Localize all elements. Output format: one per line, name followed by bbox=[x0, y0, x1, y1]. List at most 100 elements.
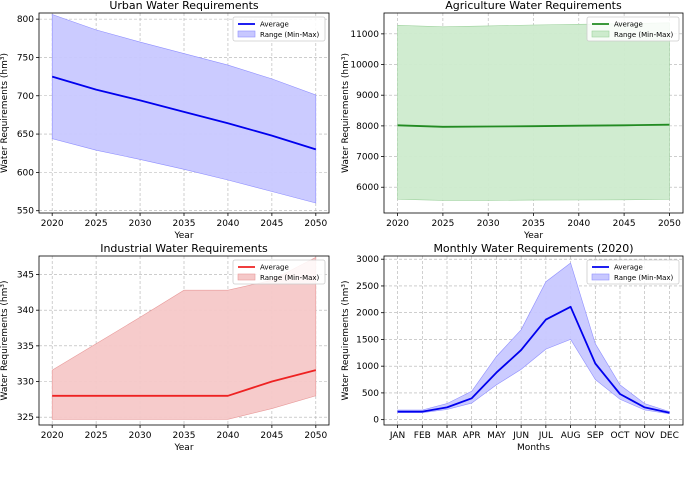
monthly-y-tick-label: 3000 bbox=[356, 255, 379, 265]
urban-y-tick-label: 750 bbox=[17, 53, 34, 63]
monthly-chart: JAN FEB MAR APR MAY JUN JUL AUG SEP OCT NOV DEC 0 500… bbox=[341, 242, 684, 453]
agriculture-x-tick-label: 2020 bbox=[386, 219, 409, 229]
monthly-x-tick-label: FEB bbox=[414, 431, 431, 441]
urban-x-tick-label: 2025 bbox=[85, 219, 108, 229]
monthly-legend-range: Range (Min-Max) bbox=[614, 274, 674, 282]
urban-x-axis-label: Year bbox=[173, 231, 193, 241]
industrial-x-tick-label: 2030 bbox=[129, 431, 152, 441]
agriculture-legend-range: Range (Min-Max) bbox=[614, 31, 674, 39]
urban-x-tick-label: 2050 bbox=[304, 219, 327, 229]
industrial-chart-title: Industrial Water Requirements bbox=[100, 242, 268, 255]
urban-y-tick-label: 650 bbox=[17, 130, 34, 140]
monthly-x-tick-label: SEP bbox=[587, 431, 604, 441]
monthly-x-tick-label: MAR bbox=[437, 431, 457, 441]
urban-legend-box bbox=[232, 16, 326, 42]
agriculture-x-tick-label: 2040 bbox=[567, 219, 590, 229]
agriculture-y-axis-label: Water Requirements (hm³) bbox=[341, 53, 351, 173]
urban-x-tick-label: 2035 bbox=[173, 219, 196, 229]
urban-legend-band-swatch bbox=[237, 30, 256, 38]
agriculture-legend: Average Range (Min-Max) bbox=[586, 16, 680, 42]
monthly-legend-box bbox=[586, 259, 680, 285]
industrial-average-line bbox=[52, 369, 317, 397]
agriculture-y-tick-label: 8000 bbox=[356, 122, 379, 132]
monthly-x-tick-label: OCT bbox=[611, 431, 630, 441]
urban-x-tick-label: 2045 bbox=[260, 219, 283, 229]
agriculture-x-tick-label: 2045 bbox=[613, 219, 636, 229]
monthly-x-tick-label: DEC bbox=[660, 431, 679, 441]
agriculture-x-tick-label: 2050 bbox=[658, 219, 681, 229]
urban-x-tick-label: 2040 bbox=[216, 219, 239, 229]
monthly-legend-average: Average bbox=[614, 264, 643, 272]
monthly-range-band bbox=[397, 262, 670, 415]
monthly-average-line bbox=[397, 305, 670, 414]
urban-y-tick-label: 600 bbox=[17, 168, 34, 178]
industrial-legend-box bbox=[232, 259, 326, 285]
industrial-range-band bbox=[51, 256, 317, 420]
agriculture-x-axis-label: Year bbox=[523, 231, 543, 241]
monthly-legend: Average Range (Min-Max) bbox=[586, 259, 680, 285]
monthly-x-tick-label: JUL bbox=[538, 431, 553, 441]
urban-legend-range: Range (Min-Max) bbox=[260, 31, 320, 39]
agriculture-legend-band-swatch bbox=[591, 30, 610, 38]
agriculture-y-tick-label: 6000 bbox=[356, 183, 379, 193]
agriculture-chart-title: Agriculture Water Requirements bbox=[445, 0, 622, 12]
agriculture-chart: 2020 2025 2030 2035 2040 2045 2050 6000 7000 8000… bbox=[341, 0, 684, 241]
agriculture-y-tick-label: 10000 bbox=[350, 61, 379, 71]
urban-legend: Average Range (Min-Max) bbox=[232, 16, 326, 42]
agriculture-y-tick-label: 7000 bbox=[356, 153, 379, 163]
monthly-x-axis-label: Months bbox=[517, 443, 550, 453]
agriculture-average-line bbox=[397, 123, 670, 128]
agriculture-x-tick-label: 2030 bbox=[477, 219, 500, 229]
monthly-x-tick-label: APR bbox=[463, 431, 481, 441]
monthly-y-tick-label: 1000 bbox=[356, 362, 379, 372]
industrial-x-tick-label: 2045 bbox=[260, 431, 283, 441]
agriculture-y-tick-label: 11000 bbox=[350, 30, 379, 40]
monthly-x-tick-label: NOV bbox=[635, 431, 656, 441]
urban-chart-title: Urban Water Requirements bbox=[109, 0, 259, 12]
urban-average-line bbox=[51, 75, 317, 151]
monthly-legend-band-swatch bbox=[591, 273, 610, 281]
monthly-y-tick-label: 0 bbox=[373, 416, 379, 426]
industrial-y-tick-label: 340 bbox=[17, 306, 34, 316]
monthly-y-tick-label: 1500 bbox=[356, 335, 379, 345]
industrial-x-axis-label: Year bbox=[173, 443, 193, 453]
industrial-legend-band-swatch bbox=[237, 273, 256, 281]
urban-y-tick-label: 800 bbox=[17, 15, 34, 25]
agriculture-legend-average: Average bbox=[614, 21, 643, 29]
urban-y-tick-label: 550 bbox=[17, 207, 34, 217]
industrial-legend: Average Range (Min-Max) bbox=[232, 259, 326, 285]
urban-x-tick-label: 2030 bbox=[129, 219, 152, 229]
monthly-y-axis-label: Water Requirements (hm³) bbox=[341, 281, 351, 401]
industrial-x-tick-label: 2050 bbox=[304, 431, 327, 441]
urban-chart: 2020 2025 2030 2035 2040 2045 2050 550 600 650 700… bbox=[0, 0, 330, 241]
industrial-x-tick-label: 2020 bbox=[41, 431, 64, 441]
agriculture-x-tick-label: 2035 bbox=[522, 219, 545, 229]
agriculture-x-tick-label: 2025 bbox=[431, 219, 454, 229]
urban-y-tick-label: 700 bbox=[17, 92, 34, 102]
monthly-chart-title: Monthly Water Requirements (2020) bbox=[433, 242, 633, 255]
monthly-x-tick-label: JAN bbox=[389, 431, 405, 441]
urban-legend-average: Average bbox=[260, 21, 289, 29]
industrial-y-tick-label: 330 bbox=[17, 378, 34, 388]
industrial-legend-average: Average bbox=[260, 264, 289, 272]
urban-x-tick-label: 2020 bbox=[41, 219, 64, 229]
monthly-y-tick-label: 500 bbox=[362, 389, 379, 399]
industrial-y-axis-label: Water Requirements (hm³) bbox=[0, 281, 10, 401]
monthly-y-tick-label: 2500 bbox=[356, 282, 379, 292]
industrial-x-tick-label: 2040 bbox=[216, 431, 239, 441]
industrial-x-tick-label: 2025 bbox=[85, 431, 108, 441]
urban-range-band bbox=[51, 14, 317, 204]
industrial-x-tick-label: 2035 bbox=[173, 431, 196, 441]
agriculture-y-tick-label: 9000 bbox=[356, 91, 379, 101]
monthly-x-tick-label: MAY bbox=[487, 431, 506, 441]
agriculture-legend-box bbox=[586, 16, 680, 42]
industrial-y-tick-label: 335 bbox=[17, 342, 34, 352]
industrial-legend-range: Range (Min-Max) bbox=[260, 274, 320, 282]
industrial-chart: 2020 2025 2030 2035 2040 2045 2050 325 330 335 340… bbox=[0, 242, 330, 453]
urban-y-axis-label: Water Requirements (hm³) bbox=[0, 53, 10, 173]
industrial-y-tick-label: 345 bbox=[17, 271, 34, 281]
industrial-y-tick-label: 325 bbox=[17, 413, 34, 423]
monthly-x-tick-label: AUG bbox=[561, 431, 581, 441]
monthly-y-tick-label: 2000 bbox=[356, 309, 379, 319]
